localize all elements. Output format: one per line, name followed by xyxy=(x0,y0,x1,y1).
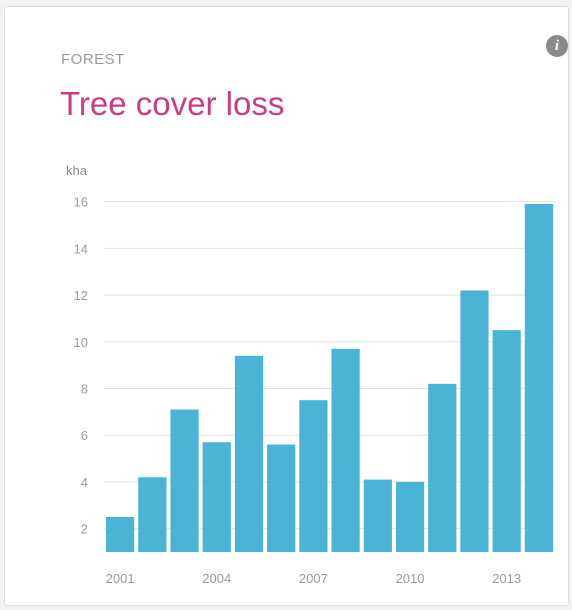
x-tick-label: 2013 xyxy=(492,571,521,586)
bar-2014[interactable] xyxy=(524,204,553,552)
bar-2002[interactable] xyxy=(138,477,167,552)
bar-2005[interactable] xyxy=(234,355,264,552)
bar-2004[interactable] xyxy=(202,442,231,552)
y-tick-label: 6 xyxy=(81,428,88,443)
bar-2009[interactable] xyxy=(363,479,392,552)
bar-2008[interactable] xyxy=(331,348,360,552)
bar-2010[interactable] xyxy=(395,481,425,552)
y-tick-label: 12 xyxy=(74,288,88,303)
info-icon[interactable]: i xyxy=(546,35,568,57)
y-axis-unit-label: kha xyxy=(66,163,87,178)
y-tick-label: 14 xyxy=(74,241,88,256)
widget-category: FOREST xyxy=(61,51,125,68)
widget-title: Tree cover loss xyxy=(60,85,285,122)
bar-2013[interactable] xyxy=(492,330,521,552)
bar-2011[interactable] xyxy=(428,383,457,552)
bar-2007[interactable] xyxy=(299,400,328,552)
x-tick-label: 2010 xyxy=(396,571,425,586)
y-tick-label: 2 xyxy=(81,522,88,537)
y-tick-label: 10 xyxy=(74,335,88,350)
y-tick-label: 8 xyxy=(81,382,88,397)
bar-2003[interactable] xyxy=(170,409,199,552)
y-tick-label: 4 xyxy=(81,475,88,490)
x-tick-label: 2001 xyxy=(106,571,135,586)
y-tick-label: 16 xyxy=(74,195,88,210)
bar-2006[interactable] xyxy=(267,444,296,552)
bar-2001[interactable] xyxy=(106,516,135,552)
bar-2012[interactable] xyxy=(460,290,489,552)
x-tick-label: 2007 xyxy=(299,571,328,586)
x-tick-label: 2004 xyxy=(202,571,231,586)
